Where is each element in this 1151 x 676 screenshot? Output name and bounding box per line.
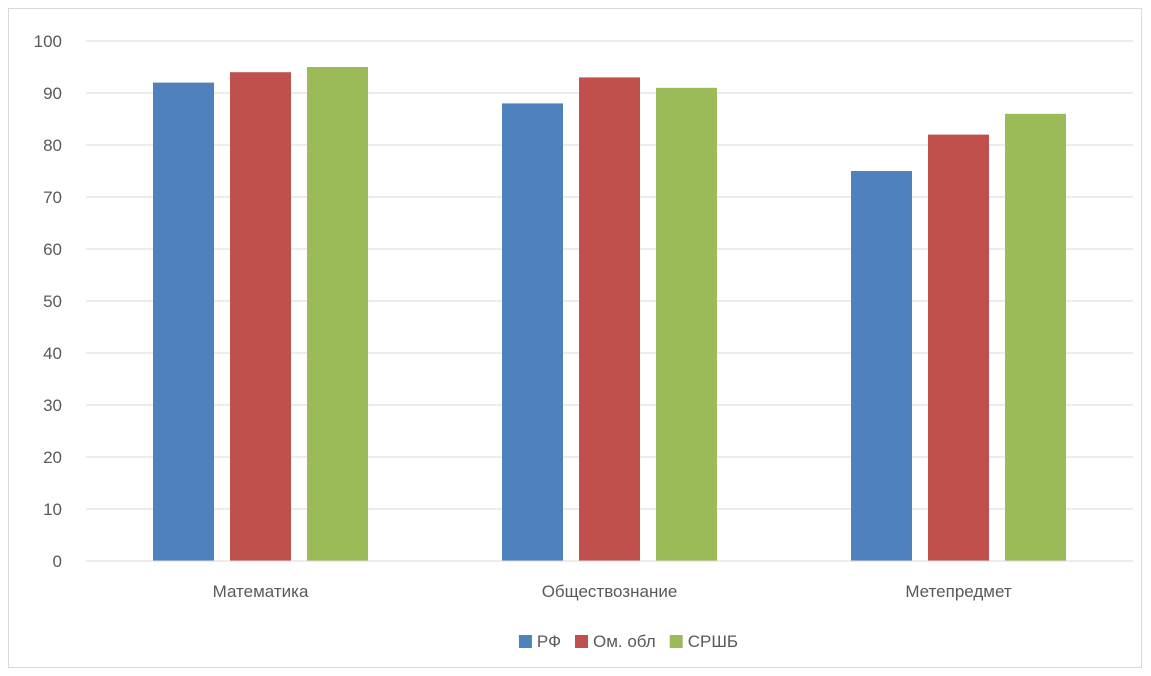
bar-2-1 xyxy=(230,72,291,561)
y-tick-label: 50 xyxy=(43,292,62,311)
y-tick-label: 30 xyxy=(43,396,62,415)
bar-3-2 xyxy=(656,87,717,562)
bars xyxy=(153,67,1066,562)
y-tick-label: 100 xyxy=(34,32,62,51)
legend-label-1: РФ xyxy=(537,632,561,651)
bar-1-1 xyxy=(153,82,214,561)
y-tick-label: 0 xyxy=(53,552,62,571)
bar-1-3 xyxy=(851,171,912,561)
y-tick-label: 70 xyxy=(43,188,62,207)
y-tick-label: 40 xyxy=(43,344,62,363)
bar-2-2 xyxy=(579,77,640,562)
y-axis-ticks: 0 10 20 30 40 50 60 70 80 90 100 xyxy=(34,32,62,571)
x-category-label: Метепредмет xyxy=(905,582,1012,601)
y-tick-label: 10 xyxy=(43,500,62,519)
bar-3-3 xyxy=(1005,113,1066,562)
y-tick-label: 20 xyxy=(43,448,62,467)
legend-label-3: СРШБ xyxy=(688,632,738,651)
y-tick-label: 80 xyxy=(43,136,62,155)
legend-label-2: Ом. обл xyxy=(593,632,656,651)
y-tick-label: 90 xyxy=(43,84,62,103)
legend-swatch-2 xyxy=(575,635,588,648)
bar-2-3 xyxy=(928,134,989,561)
legend: РФ Ом. обл СРШБ xyxy=(518,632,738,651)
x-axis-categories: Математика Обществознание Метепредмет xyxy=(213,582,1012,601)
y-tick-label: 60 xyxy=(43,240,62,259)
bar-1-2 xyxy=(502,103,563,562)
x-category-label: Математика xyxy=(213,582,309,601)
legend-swatch-1 xyxy=(518,635,532,648)
legend-swatch-3 xyxy=(669,635,683,648)
x-category-label: Обществознание xyxy=(542,582,678,601)
bar-3-1 xyxy=(307,67,368,561)
